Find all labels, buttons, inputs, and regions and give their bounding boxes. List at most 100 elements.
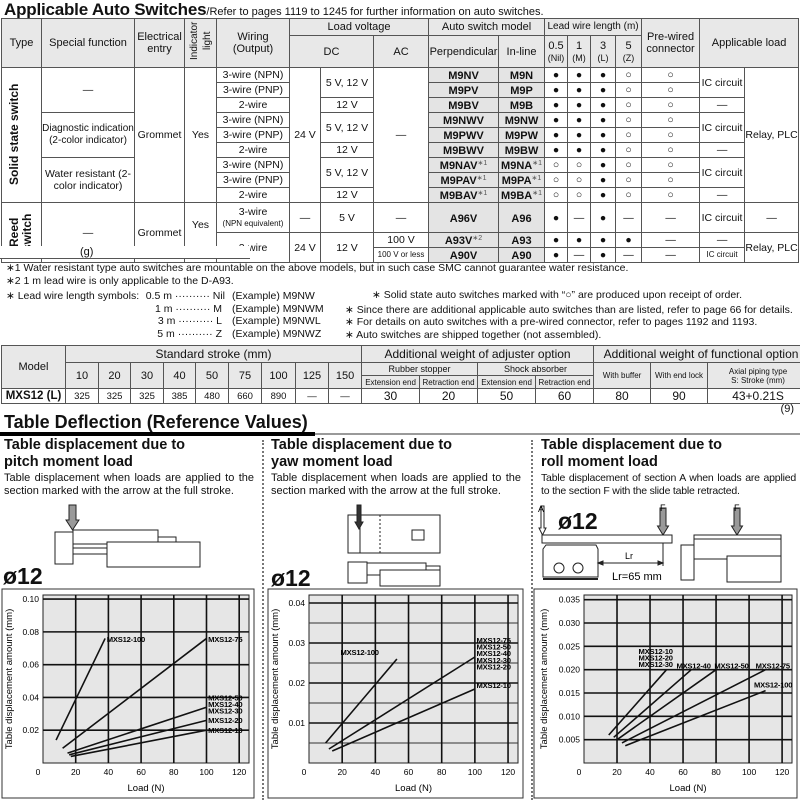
- functional-weight-cell: 90: [650, 388, 709, 404]
- series-label: MXS12-10: [208, 726, 242, 735]
- series-label: MXS12-20: [638, 654, 672, 663]
- series-line: [67, 706, 207, 754]
- lead-3-availability: ○: [615, 157, 643, 173]
- dc-24v: —: [289, 202, 321, 233]
- size-label: ø12: [558, 508, 598, 534]
- y-axis-label: Table displacement amount (mm): [4, 609, 15, 749]
- prewired-availability: ○: [641, 127, 701, 143]
- load-ic: IC circuit: [699, 112, 746, 143]
- model-inline-text: M9B: [509, 100, 534, 112]
- x-tick-label: 0: [36, 767, 41, 777]
- lead-3-availability: ○: [615, 112, 643, 128]
- lead-1-availability: ●: [567, 82, 592, 98]
- lead-0-availability: ○: [544, 172, 569, 188]
- wiring: 3-wire (PNP): [216, 127, 290, 143]
- x-tick-label: 120: [501, 767, 515, 777]
- table-row: Diagnostic indication (2-color indicator…: [2, 112, 799, 158]
- model-perpendicular: M9NV: [428, 67, 500, 83]
- table-row: 2-wire 12 V M9BWV M9BW ● ● ● ○ ○ —: [2, 142, 799, 158]
- footnote-ref: ∗2: [472, 235, 483, 242]
- series-line: [331, 688, 476, 752]
- lead-length: 0.5: [548, 39, 564, 52]
- lead-1-availability-text: ●: [575, 69, 583, 81]
- x-tick-label: 20: [612, 767, 622, 777]
- lead-length-symbol: 1 m ·········· M: [154, 302, 222, 315]
- special-function-diagnostic: Diagnostic indication (2-color indicator…: [41, 112, 135, 158]
- lead-3-availability-text: —: [623, 249, 634, 261]
- lead-1-availability: ●: [567, 97, 592, 113]
- note: ∗ Since there are additional applicable …: [345, 303, 793, 316]
- x-tick-label: 100: [199, 767, 213, 777]
- y-tick-label: 0.02: [22, 725, 39, 735]
- prewired-availability-text: ○: [667, 84, 674, 96]
- lead-example: (Example) M9NWZ: [232, 327, 322, 340]
- label-lr: Lr: [625, 551, 633, 561]
- header-dc: DC: [289, 35, 374, 68]
- lead-2-availability-text: ●: [599, 114, 607, 126]
- series-label: MXS12-30: [638, 660, 672, 669]
- lead-0-availability-text: ●: [552, 69, 560, 81]
- x-tick-label: 120: [232, 767, 246, 777]
- ac-voltage: —: [372, 67, 430, 203]
- lead-1-availability-text: —: [573, 249, 585, 261]
- series-label: MXS12-30: [477, 656, 511, 665]
- lead-2-availability-text: ●: [599, 129, 607, 141]
- lead-0-availability: ●: [544, 67, 569, 83]
- lead-3-availability: —: [615, 202, 643, 233]
- prewired-availability: ○: [641, 112, 701, 128]
- header-perpendicular: Perpendicular: [428, 35, 500, 68]
- footnote-ref: ∗1: [477, 160, 488, 167]
- x-tick-label: 20: [337, 767, 347, 777]
- lead-0-availability-text: ●: [552, 234, 560, 246]
- yaw-chart: 0.01 0.02 0.03 0.04 0 20 40 60 80 100 120 Load (N) T…: [267, 588, 524, 799]
- lead-length-symbol: 3 m ·········· L: [157, 315, 222, 327]
- roll-heading-2: roll moment load: [541, 454, 658, 470]
- x-axis-label: Load (N): [670, 783, 707, 794]
- rubber-ext: Extension end: [361, 375, 421, 389]
- title-rule: [315, 433, 800, 435]
- model-inline-text: M9PA: [501, 175, 532, 187]
- label-f-2: F: [734, 503, 740, 513]
- model-perpendicular-text: M9NV: [448, 70, 479, 82]
- x-axis-label: Load (N): [128, 783, 165, 794]
- indicator-yes: Yes: [184, 67, 217, 203]
- lead-1-availability-text: ○: [575, 189, 583, 201]
- lead-3-availability: ●: [615, 232, 643, 248]
- model-perpendicular-text: M9BAV: [439, 190, 478, 202]
- model-inline: M9PW: [498, 127, 546, 143]
- prewired-availability-text: ○: [667, 144, 674, 156]
- load-ic: —: [699, 187, 746, 203]
- series-label: MXS12-30: [208, 706, 242, 715]
- series-line: [613, 669, 692, 738]
- load-ic: —: [699, 97, 746, 113]
- yaw-heading-2: yaw moment load: [271, 454, 393, 470]
- series-label: MXS12-40: [477, 649, 511, 658]
- model-inline-text: M9NA: [501, 160, 533, 172]
- roll-chart: 0.005 0.010 0.015 0.020 0.025 0.030 0.035 0 20 40…: [533, 588, 798, 799]
- yaw-column: Table displacement due to yaw moment loa…: [271, 437, 521, 498]
- model-inline-text: M9PW: [505, 130, 539, 142]
- y-tick-label: 0.030: [559, 618, 581, 628]
- lead-symbol: (Nil): [547, 52, 565, 63]
- lead-2-availability-text: ●: [599, 84, 607, 96]
- page-mark: (g): [80, 246, 94, 258]
- y-tick-label: 0.035: [559, 595, 581, 605]
- model-inline-text: M9NW: [504, 115, 539, 127]
- stroke-50: 50: [195, 362, 229, 389]
- y-tick-label: 0.04: [288, 598, 305, 608]
- load-ic: IC circuit: [699, 67, 746, 98]
- model-inline: A96: [498, 202, 546, 233]
- y-tick-label: 0.005: [559, 735, 581, 745]
- lead-3-availability-text: ○: [625, 159, 632, 171]
- series-label: MXS12-100: [341, 648, 379, 657]
- lead-0-availability: ●: [544, 247, 569, 263]
- lead-2-availability: ●: [590, 142, 617, 158]
- size-label: ø12: [3, 563, 43, 589]
- lead-1-availability-text: ●: [575, 99, 583, 111]
- model-perpendicular: M9PWV: [428, 127, 500, 143]
- ac-voltage: 100 V or less: [372, 247, 430, 263]
- lead-3-availability: ○: [615, 187, 643, 203]
- note: ∗ Solid state auto switches marked with …: [372, 289, 742, 301]
- model-perpendicular-text: M9PV: [448, 85, 479, 97]
- lead-3-availability-text: ○: [625, 99, 632, 111]
